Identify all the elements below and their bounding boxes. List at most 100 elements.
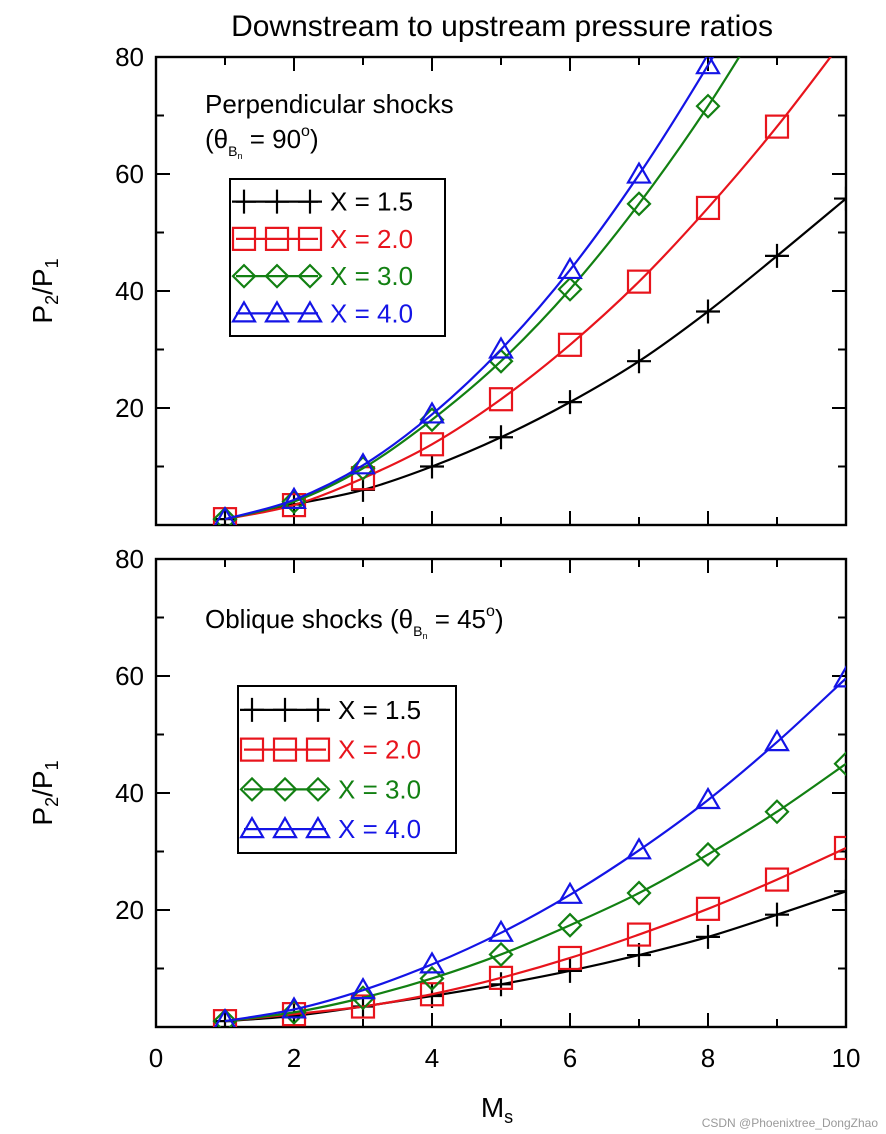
series-line — [224, 57, 715, 521]
panel-title: Oblique shocks — [205, 604, 390, 634]
data-point — [557, 256, 583, 280]
data-point — [212, 506, 238, 525]
legend-box — [229, 178, 446, 337]
legend-label: X = 1.5 — [330, 187, 413, 217]
series-square — [212, 26, 857, 525]
data-point — [627, 349, 651, 374]
legend-label: X = 4.0 — [330, 298, 413, 328]
legend-marker — [297, 226, 323, 251]
series-line — [224, 846, 846, 1023]
legend-marker — [306, 697, 330, 722]
annotation-sub: B — [413, 623, 422, 639]
annotation-sup: o — [301, 123, 310, 140]
y-axis-label: P2/P1 — [27, 760, 62, 825]
data-point — [488, 919, 514, 942]
y-tick-label: 80 — [115, 42, 144, 72]
data-point — [695, 841, 721, 867]
panel-title: Perpendicular shocks — [205, 89, 454, 119]
y-tick-label: 20 — [115, 393, 144, 423]
legend-label: X = 3.0 — [330, 261, 413, 291]
legend-marker — [297, 300, 323, 323]
y-tick-label: 80 — [115, 544, 144, 574]
data-point — [695, 57, 721, 75]
data-point — [350, 985, 376, 1011]
data-point — [419, 401, 445, 424]
series-line — [224, 57, 832, 521]
data-point — [834, 879, 846, 904]
annotation-open: (θ — [390, 604, 413, 634]
data-point — [765, 902, 789, 927]
y-tick-label: 40 — [115, 276, 144, 306]
plot-area — [212, 26, 857, 525]
annotation-open: (θ — [205, 124, 228, 154]
legend-label: X = 2.0 — [338, 735, 421, 765]
y-axis-label: P2/P1 — [27, 258, 62, 323]
annotation-close: ) — [495, 604, 504, 634]
x-axis-label-sub: s — [504, 1107, 513, 1127]
data-point — [350, 452, 376, 475]
data-point — [833, 665, 846, 688]
annotation-subsub: n — [237, 151, 242, 161]
legend: X = 1.5 X = 2.0 X = 3.0 X = 4.0 — [229, 178, 446, 337]
data-point — [626, 161, 652, 184]
data-point — [213, 505, 237, 525]
data-point — [695, 195, 721, 221]
data-point — [488, 336, 514, 359]
y-axis-label-sub1: 1 — [42, 258, 62, 268]
plot-area — [212, 665, 846, 1027]
data-point — [834, 186, 846, 211]
legend-marker — [305, 815, 331, 839]
x-tick-label: 2 — [287, 1043, 301, 1073]
data-point — [488, 387, 514, 412]
series-triangle — [213, 665, 846, 1027]
data-point — [419, 965, 445, 992]
annotation-subsub: n — [422, 631, 427, 641]
data-point — [833, 751, 846, 777]
data-point — [489, 425, 513, 450]
data-point — [764, 728, 790, 752]
figure-title: Downstream to upstream pressure ratios — [231, 10, 773, 43]
data-point — [350, 994, 376, 1019]
y-axis-label-p: P — [27, 305, 58, 324]
annotation-close: ) — [310, 124, 319, 154]
data-point — [212, 1008, 238, 1027]
legend-marker — [231, 300, 257, 323]
series-triangle — [213, 57, 721, 525]
legend-marker — [239, 737, 265, 762]
data-point — [557, 912, 583, 938]
data-point — [695, 786, 721, 810]
y-axis-label-sub2: 2 — [42, 295, 62, 305]
panel-annotation: (θBn = 90o) — [205, 123, 319, 161]
x-tick-label: 10 — [832, 1043, 861, 1073]
legend-marker — [264, 300, 290, 323]
series-line — [224, 57, 741, 521]
legend-marker — [265, 189, 289, 214]
data-point — [350, 455, 376, 481]
legend-marker — [239, 815, 265, 839]
y-tick-label: 20 — [115, 895, 144, 925]
annotation-sup: o — [486, 603, 495, 620]
x-tick-label: 4 — [425, 1043, 439, 1073]
legend-entry: X = 4.0 — [231, 298, 413, 328]
data-point — [764, 114, 790, 139]
legend-entry: X = 2.0 — [231, 224, 413, 254]
annotation-rest: = 45 — [427, 604, 486, 634]
legend-marker — [305, 776, 331, 802]
data-point — [420, 454, 444, 479]
x-tick-label: 6 — [563, 1043, 577, 1073]
data-point — [835, 26, 857, 48]
legend-entry: X = 1.5 — [240, 695, 421, 725]
data-point — [557, 881, 583, 904]
legend-label: X = 1.5 — [338, 695, 421, 725]
data-point — [626, 191, 652, 217]
legend-marker — [298, 189, 322, 214]
series-line — [224, 677, 846, 1023]
legend-marker — [272, 737, 298, 762]
y-axis-label-sub1: 1 — [42, 760, 62, 770]
legend-marker — [272, 815, 298, 839]
x-axis-label-main: M — [481, 1092, 504, 1123]
panel-annotation: Oblique shocks (θBn = 45o) — [205, 603, 504, 641]
y-tick-label: 40 — [115, 778, 144, 808]
